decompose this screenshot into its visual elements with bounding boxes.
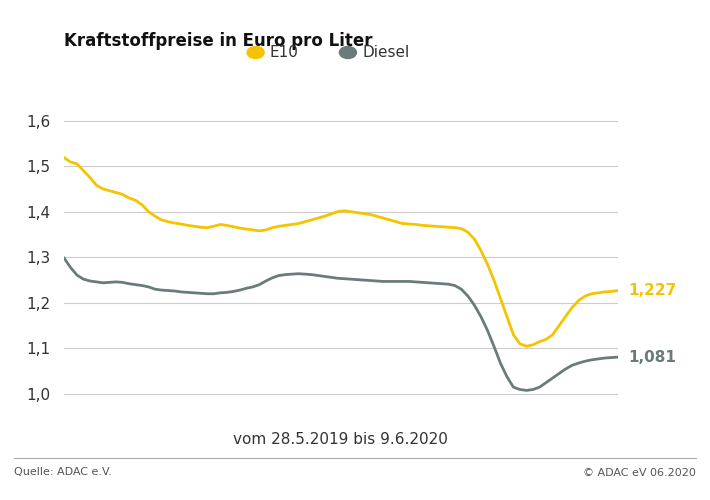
Text: 1,081: 1,081 xyxy=(629,350,677,364)
Text: 1,227: 1,227 xyxy=(629,283,677,298)
Text: Diesel: Diesel xyxy=(362,45,410,60)
Text: vom 28.5.2019 bis 9.6.2020: vom 28.5.2019 bis 9.6.2020 xyxy=(234,432,448,448)
Text: © ADAC eV 06.2020: © ADAC eV 06.2020 xyxy=(583,468,696,477)
Text: E10: E10 xyxy=(270,45,299,60)
Text: Quelle: ADAC e.V.: Quelle: ADAC e.V. xyxy=(14,468,112,477)
Text: Kraftstoffpreise in Euro pro Liter: Kraftstoffpreise in Euro pro Liter xyxy=(64,32,373,50)
